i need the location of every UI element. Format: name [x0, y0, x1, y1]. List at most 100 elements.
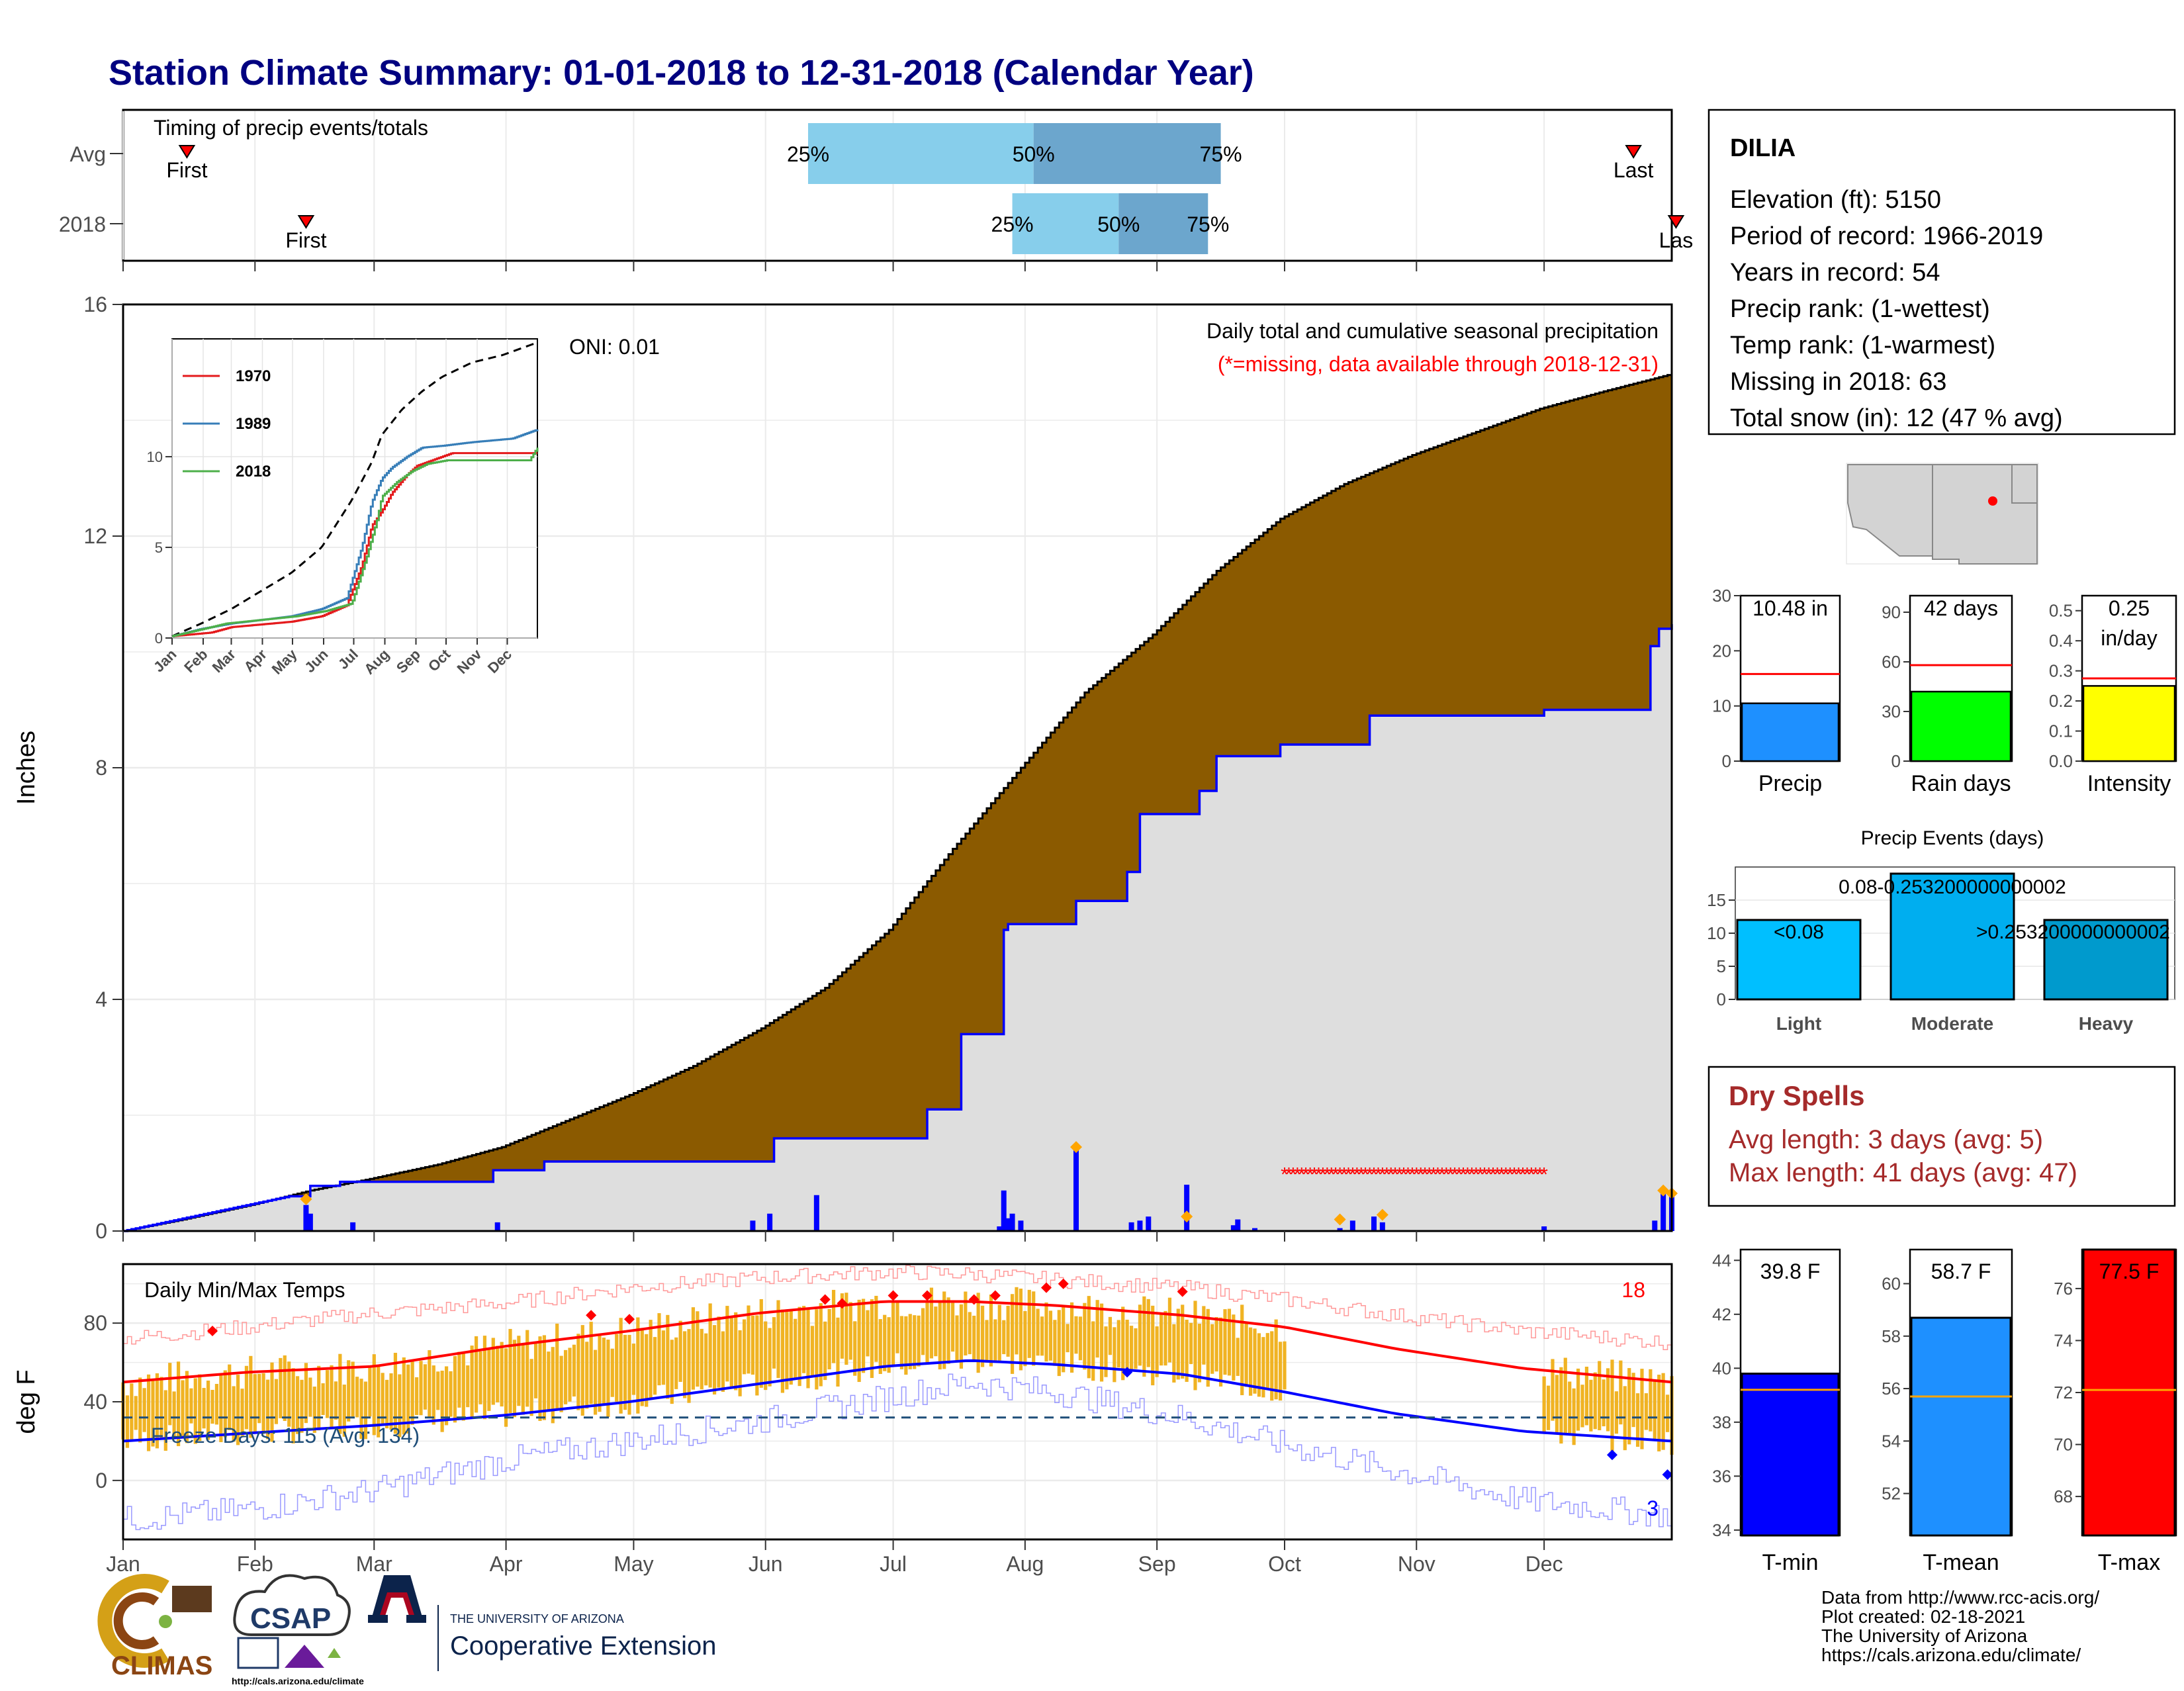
daily-temp-range-bar [304, 1363, 308, 1424]
daily-temp-range-bar [1172, 1324, 1176, 1383]
daily-temp-range-bar [1057, 1310, 1061, 1377]
daily-temp-range-bar [151, 1379, 155, 1447]
daily-temp-range-bar [1283, 1341, 1287, 1390]
record-low-count: 3 [1647, 1496, 1659, 1520]
daily-temp-range-bar [142, 1388, 146, 1432]
daily-temp-range-bar [815, 1309, 819, 1390]
daily-temp-range-bar [210, 1390, 214, 1424]
daily-temp-range-bar [883, 1314, 887, 1371]
daily-temp-range-bar [1555, 1375, 1559, 1434]
daily-temp-range-bar [976, 1293, 980, 1373]
daily-temp-range-bar [206, 1380, 210, 1440]
station-info-line: Missing in 2018: 63 [1730, 368, 1946, 396]
station-info-line: Temp rank: (1-warmest) [1730, 332, 1995, 359]
daily-temp-range-bar [725, 1306, 729, 1382]
summary-bar-charts: 10.48 in Precip 0 10 20 30 42 days Rain days 0 30… [1712, 586, 2177, 796]
dry-spells-box: Dry Spells Avg length: 3 days (avg: 5) M… [1707, 1066, 2176, 1207]
daily-temp-range-bar [904, 1316, 908, 1375]
daily-temp-range-bar [372, 1354, 376, 1436]
daily-temp-range-bar [674, 1337, 678, 1389]
daily-temp-range-bar [1099, 1303, 1104, 1382]
daily-temp-range-bar [1614, 1391, 1619, 1434]
daily-temp-range-bar [934, 1306, 938, 1357]
daily-precip-bar [1137, 1220, 1143, 1231]
daily-temp-range-bar [908, 1314, 912, 1369]
daily-temp-range-bar [436, 1371, 440, 1410]
csap-logo: CSAP http://cals.arizona.edu/climate [232, 1574, 364, 1686]
temp-chart-label: T-mean [1923, 1550, 1999, 1575]
daily-temp-range-bar [636, 1317, 640, 1414]
daily-temp-range-bar [440, 1370, 444, 1432]
daily-temp-range-bar [580, 1325, 584, 1416]
temp-y-tick: 80 [83, 1311, 107, 1335]
daily-temp-range-bar [185, 1371, 189, 1443]
daily-temp-range-bar [661, 1330, 666, 1385]
mini-chart-y-tick: 10 [1712, 696, 1731, 716]
daily-temp-range-bar [1563, 1357, 1567, 1434]
timing-bar-25-50 [808, 123, 1034, 184]
missing-day-marker: * [1442, 1164, 1450, 1186]
record-high-marker [1041, 1282, 1052, 1293]
daily-temp-range-bar [836, 1317, 840, 1387]
daily-temp-range-bar [368, 1365, 372, 1417]
daily-temp-range-bar [1661, 1373, 1665, 1450]
daily-temp-range-bar [797, 1306, 801, 1387]
page-title: Station Climate Summary: 01-01-2018 to 1… [109, 53, 1254, 93]
missing-day-marker: * [1472, 1164, 1480, 1186]
daily-temp-range-bar [295, 1376, 300, 1434]
daily-temp-range-bar [1627, 1368, 1631, 1445]
month-tick-label: Jun [749, 1552, 783, 1576]
mini-chart-label: Intensity [2087, 771, 2171, 796]
daily-temp-range-bar [291, 1368, 295, 1443]
temp-chart-value: 77.5 F [2099, 1259, 2160, 1283]
missing-day-marker: * [1353, 1164, 1361, 1186]
daily-temp-range-bar [228, 1364, 232, 1430]
daily-temp-range-bar [619, 1318, 623, 1414]
daily-precip-bar [1001, 1190, 1007, 1231]
daily-precip-bar [750, 1220, 756, 1231]
missing-day-marker: * [1332, 1164, 1340, 1186]
daily-temp-range-bar [1214, 1317, 1218, 1372]
daily-temp-range-bar [193, 1378, 197, 1444]
missing-day-marker: * [1298, 1164, 1306, 1186]
daily-temp-range-bar [640, 1328, 644, 1406]
daily-precip-bar [1349, 1220, 1355, 1231]
event-bar-moderate [1889, 872, 2015, 1001]
daily-temp-range-bar [351, 1361, 355, 1417]
daily-temp-range-bar [1095, 1300, 1099, 1358]
daily-temp-range-bar [853, 1321, 857, 1376]
daily-temp-range-bar [1665, 1394, 1670, 1432]
csap-url: http://cals.arizona.edu/climate [232, 1676, 364, 1686]
daily-temp-range-bar [1635, 1393, 1640, 1447]
daily-temp-range-bar [768, 1328, 772, 1387]
avg-max-temp-line [122, 1300, 1672, 1384]
daily-temp-range-bar [155, 1373, 159, 1449]
daily-temp-range-bar [1218, 1317, 1223, 1387]
daily-temp-range-bar [891, 1301, 895, 1365]
daily-temp-range-bar [1197, 1324, 1202, 1383]
daily-temp-range-bar [742, 1319, 747, 1375]
daily-temp-range-bar [899, 1316, 904, 1369]
ua-small-text: THE UNIVERSITY OF ARIZONA [450, 1612, 624, 1625]
mini-chart-y-tick: 0.3 [2049, 661, 2073, 681]
daily-temp-range-bar [1584, 1366, 1589, 1426]
daily-temp-range-bar [551, 1347, 555, 1424]
daily-temp-range-bar [470, 1346, 474, 1418]
missing-day-marker: * [1430, 1164, 1437, 1186]
daily-temp-range-bar [678, 1320, 682, 1382]
daily-temp-range-bar [377, 1365, 381, 1438]
mini-chart-value-unit: in/day [2101, 626, 2157, 650]
daily-temp-range-bar [993, 1319, 997, 1362]
max-daily-marker [1334, 1213, 1346, 1226]
missing-day-marker: * [1489, 1164, 1497, 1186]
mini-chart-y-tick: 0.0 [2049, 751, 2073, 771]
missing-day-marker: * [1345, 1164, 1353, 1186]
daily-precip-bar [1652, 1220, 1658, 1231]
daily-temp-range-bar [1202, 1306, 1206, 1365]
ua-logo: THE UNIVERSITY OF ARIZONA Cooperative Ex… [368, 1575, 716, 1671]
mini-chart-y-tick: 0.5 [2049, 601, 2073, 621]
daily-temp-range-bar [1257, 1333, 1261, 1397]
daily-temp-range-bar [840, 1293, 844, 1359]
mini-chart-y-tick: 90 [1882, 602, 1901, 622]
mini-chart-y-tick: 0 [1722, 751, 1731, 771]
